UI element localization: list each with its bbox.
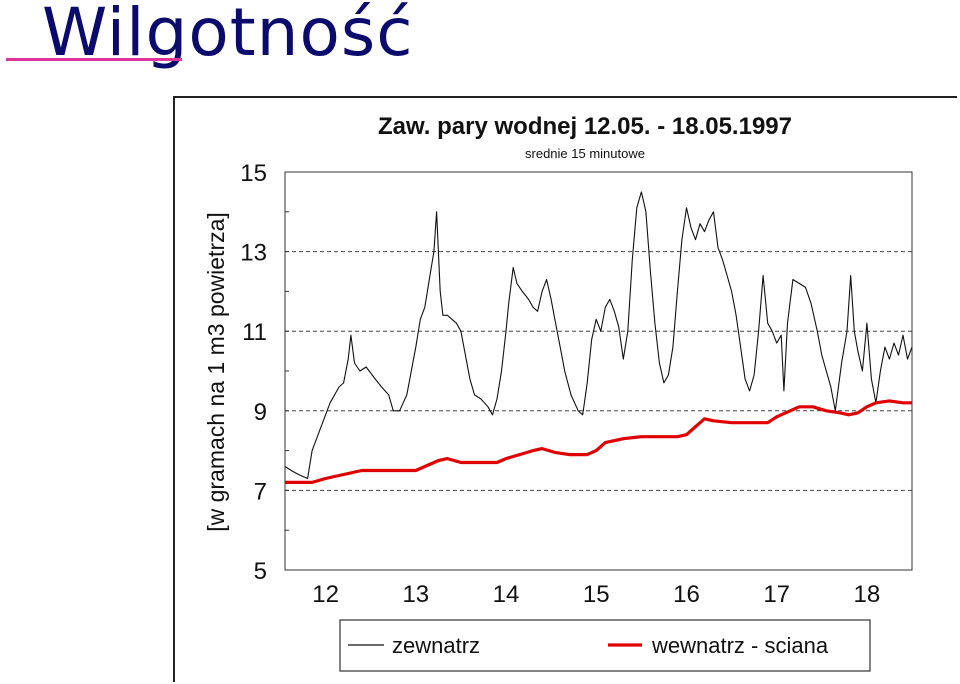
y-tick-label: 11: [242, 319, 267, 346]
plot-area: [284, 171, 913, 571]
chart-subtitle: srednie 15 minutowe: [525, 146, 645, 161]
y-tick-label: 9: [254, 399, 267, 426]
x-tick-label: 16: [673, 581, 700, 608]
series-line-inside: [285, 399, 912, 484]
legend-label-outside: zewnatrz: [392, 633, 480, 658]
y-tick-label: 7: [254, 478, 267, 505]
x-tick-label: 14: [493, 581, 520, 608]
y-tick-label: 5: [254, 558, 267, 585]
x-tick-label: 15: [583, 581, 610, 608]
x-tick-label: 13: [402, 581, 429, 608]
series-line-outside: [284, 191, 913, 480]
x-tick-label: 12: [312, 581, 339, 608]
y-tick-label: 15: [240, 160, 267, 187]
x-tick-label: 17: [763, 581, 790, 608]
legend-box: [339, 619, 871, 672]
legend-label-inside: wewnatrz - sciana: [651, 633, 829, 658]
x-tick-label: 18: [854, 581, 881, 608]
chart-frame: [173, 96, 957, 682]
title-underline: [6, 58, 182, 61]
y-tick-label: 13: [240, 240, 267, 267]
y-axis-label: [w gramach na 1 m3 powietrza]: [203, 212, 229, 532]
chart-title: Zaw. pary wodnej 12.05. - 18.05.1997: [378, 113, 792, 140]
